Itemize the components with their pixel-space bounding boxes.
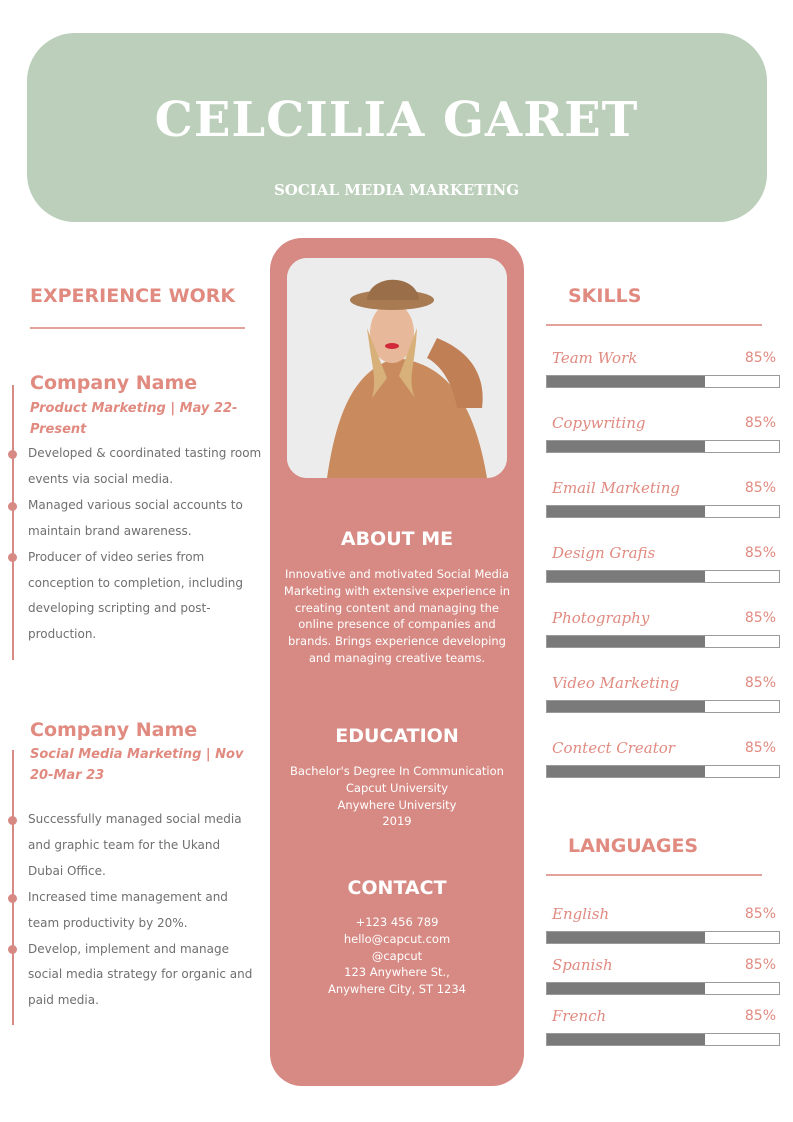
- skills-bar: [546, 570, 780, 583]
- skills-bar: [546, 635, 780, 648]
- skills-bar: [546, 505, 780, 518]
- job-position: Social Media Marketing | Nov 20-Mar 23: [30, 747, 244, 783]
- bullet-dot: [8, 816, 17, 825]
- job-bullets: Successfully managed social media and gr…: [28, 807, 253, 1014]
- skills-label: Photography: [552, 609, 650, 627]
- profile-photo: [287, 258, 507, 478]
- languages-percent: 85%: [744, 1008, 776, 1024]
- skills-title: SKILLS: [568, 285, 642, 307]
- timeline-line: [12, 750, 14, 1025]
- education-line: 2019: [382, 814, 412, 829]
- skills-label: Contect Creator: [552, 739, 675, 757]
- job-company: Company Name: [30, 372, 198, 394]
- languages-label: Spanish: [552, 956, 613, 974]
- skills-bar: [546, 765, 780, 778]
- skills-bar: [546, 700, 780, 713]
- job-bullet: Successfully managed social media and gr…: [28, 812, 242, 878]
- languages-bar-fill: [547, 1034, 705, 1045]
- skills-divider: [546, 324, 762, 326]
- skills-label: Video Marketing: [552, 674, 680, 692]
- skills-label: Email Marketing: [552, 479, 681, 497]
- languages-bar-fill: [547, 932, 705, 943]
- education-line: Anywhere University: [337, 797, 457, 812]
- contact-email: hello@capcut.com: [343, 931, 451, 946]
- skills-label: Design Grafis: [552, 544, 656, 562]
- job-bullet: Producer of video series from conception…: [28, 549, 244, 642]
- about-text: Innovative and motivated Social Media Ma…: [283, 567, 511, 665]
- skills-bar-fill: [547, 766, 705, 777]
- contact-address: 123 Anywhere St.,: [344, 965, 450, 980]
- skills-label: Copywriting: [552, 414, 646, 432]
- skills-label: Team Work: [552, 349, 638, 367]
- skills-bar-fill: [547, 376, 705, 387]
- bullet-dot: [8, 450, 17, 459]
- skills-percent: 85%: [744, 675, 776, 691]
- header-banner: [27, 33, 767, 222]
- skills-percent: 85%: [744, 480, 776, 496]
- skills-bar-fill: [547, 441, 705, 452]
- contact-details: +123 456 789 hello@capcut.com @capcut 12…: [282, 914, 512, 998]
- languages-bar: [546, 931, 780, 944]
- candidate-name: CELCILIA GARET: [154, 92, 639, 148]
- languages-divider: [546, 874, 762, 876]
- skills-bar-fill: [547, 506, 705, 517]
- languages-bar: [546, 982, 780, 995]
- candidate-role: SOCIAL MEDIA MARKETING: [273, 181, 520, 199]
- about-title: ABOUT ME: [340, 528, 454, 550]
- job-position: Product Marketing | May 22-Present: [30, 401, 238, 437]
- experience-title: EXPERIENCE WORK: [30, 285, 236, 307]
- languages-label: French: [552, 1007, 607, 1025]
- contact-city: Anywhere City, ST 1234: [327, 982, 467, 997]
- contact-phone: +123 456 789: [355, 915, 439, 929]
- skills-bar: [546, 375, 780, 388]
- job-bullets: Developed & coordinated tasting room eve…: [28, 441, 263, 648]
- skills-percent: 85%: [744, 415, 776, 431]
- languages-percent: 85%: [744, 906, 776, 922]
- skills-bar-fill: [547, 571, 705, 582]
- timeline-line: [12, 385, 14, 660]
- skills-percent: 85%: [744, 545, 776, 561]
- languages-label: English: [552, 905, 610, 923]
- bullet-dot: [8, 502, 17, 511]
- bullet-dot: [8, 894, 17, 903]
- skills-percent: 85%: [744, 610, 776, 626]
- languages-title: LANGUAGES: [568, 835, 699, 857]
- job-bullet: Managed various social accounts to maint…: [28, 497, 243, 538]
- education-line: Bachelor's Degree In Communication: [290, 764, 504, 778]
- bullet-dot: [8, 553, 17, 562]
- languages-bar-fill: [547, 983, 705, 994]
- job-company: Company Name: [30, 719, 198, 741]
- contact-title: CONTACT: [347, 877, 447, 899]
- skills-bar: [546, 440, 780, 453]
- contact-social: @capcut: [371, 948, 423, 963]
- skills-bar-fill: [547, 701, 705, 712]
- job-bullet: Increased time management and team produ…: [28, 889, 228, 930]
- education-details: Bachelor's Degree In Communication Capcu…: [282, 763, 512, 830]
- skills-bar-fill: [547, 636, 705, 647]
- languages-bar: [546, 1033, 780, 1046]
- education-title: EDUCATION: [335, 725, 459, 747]
- experience-divider: [30, 327, 245, 329]
- skills-percent: 85%: [744, 740, 776, 756]
- education-line: Capcut University: [345, 780, 449, 795]
- bullet-dot: [8, 945, 17, 954]
- job-bullet: Develop, implement and manage social med…: [28, 941, 253, 1008]
- skills-percent: 85%: [744, 350, 776, 366]
- languages-percent: 85%: [744, 957, 776, 973]
- job-bullet: Developed & coordinated tasting room eve…: [28, 446, 262, 486]
